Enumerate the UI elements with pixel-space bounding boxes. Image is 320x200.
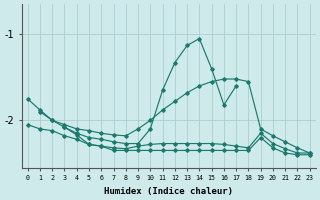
- X-axis label: Humidex (Indice chaleur): Humidex (Indice chaleur): [104, 187, 233, 196]
